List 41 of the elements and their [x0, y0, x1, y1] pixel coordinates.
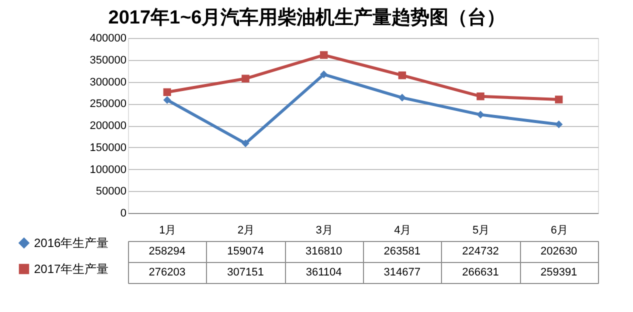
- legend-label: 2016年生产量: [34, 236, 109, 250]
- point: [320, 70, 328, 78]
- x-tick-label: 2月: [237, 224, 255, 236]
- x-tick-label: 6月: [550, 224, 568, 236]
- point: [398, 94, 406, 102]
- point: [163, 96, 172, 104]
- point: [398, 71, 406, 80]
- data-label: 276203: [148, 266, 186, 278]
- y-tick-label: 0: [120, 208, 126, 220]
- point: [163, 88, 172, 96]
- point: [476, 92, 484, 100]
- data-label: 224732: [462, 246, 499, 258]
- y-tick-label: 250000: [90, 98, 126, 110]
- y-tick-label: 400000: [90, 32, 126, 44]
- point: [242, 140, 250, 148]
- data-label: 159074: [227, 246, 264, 258]
- data-label: 266631: [462, 266, 499, 278]
- data-label: 314677: [384, 266, 421, 278]
- data-label: 259391: [540, 266, 578, 278]
- y-tick-label: 100000: [90, 164, 126, 176]
- x-tick-label: 4月: [394, 224, 412, 236]
- data-label: 307151: [227, 266, 264, 278]
- y-tick-label: 350000: [90, 54, 126, 66]
- data-label: 316810: [305, 246, 342, 258]
- data-label: 202630: [540, 246, 578, 258]
- data-label: 258294: [148, 246, 186, 258]
- y-tick-label: 300000: [90, 76, 126, 88]
- chart-title: 2017年1~6月汽车用柴油机生产量趋势图（台）: [108, 6, 506, 28]
- x-tick-label: 1月: [159, 224, 176, 236]
- legend-label: 2017年生产量: [34, 262, 109, 276]
- x-tick-label: 5月: [472, 224, 490, 236]
- point: [476, 110, 484, 119]
- x-tick-label: 3月: [316, 224, 333, 236]
- y-tick-label: 150000: [90, 142, 126, 154]
- y-tick-label: 50000: [96, 186, 126, 198]
- data-label: 361104: [306, 266, 342, 278]
- y-tick-label: 200000: [90, 120, 126, 132]
- point: [554, 96, 563, 104]
- point: [320, 51, 328, 59]
- data-label: 263581: [384, 246, 421, 258]
- point: [242, 74, 250, 82]
